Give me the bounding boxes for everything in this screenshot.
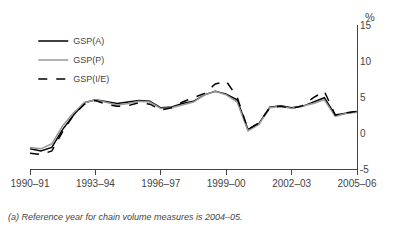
svg-text:0: 0 (360, 128, 366, 139)
svg-text:5: 5 (360, 92, 366, 103)
svg-text:%: % (365, 11, 375, 23)
svg-text:1999–00: 1999–00 (207, 178, 246, 189)
svg-text:15: 15 (360, 20, 372, 31)
svg-text:1990–91: 1990–91 (11, 178, 50, 189)
svg-text:GSP(I/E): GSP(I/E) (73, 74, 109, 84)
svg-text:(a) Reference year for chain v: (a) Reference year for chain volume meas… (8, 212, 243, 222)
svg-text:2002–03: 2002–03 (272, 178, 311, 189)
svg-text:GSP(A): GSP(A) (73, 36, 104, 46)
svg-text:1993–94: 1993–94 (76, 178, 115, 189)
svg-text:2005–06: 2005–06 (338, 178, 377, 189)
svg-text:GSP(P): GSP(P) (73, 55, 104, 65)
svg-text:-5: -5 (360, 164, 369, 175)
svg-text:10: 10 (360, 56, 372, 67)
svg-text:1996–97: 1996–97 (141, 178, 180, 189)
